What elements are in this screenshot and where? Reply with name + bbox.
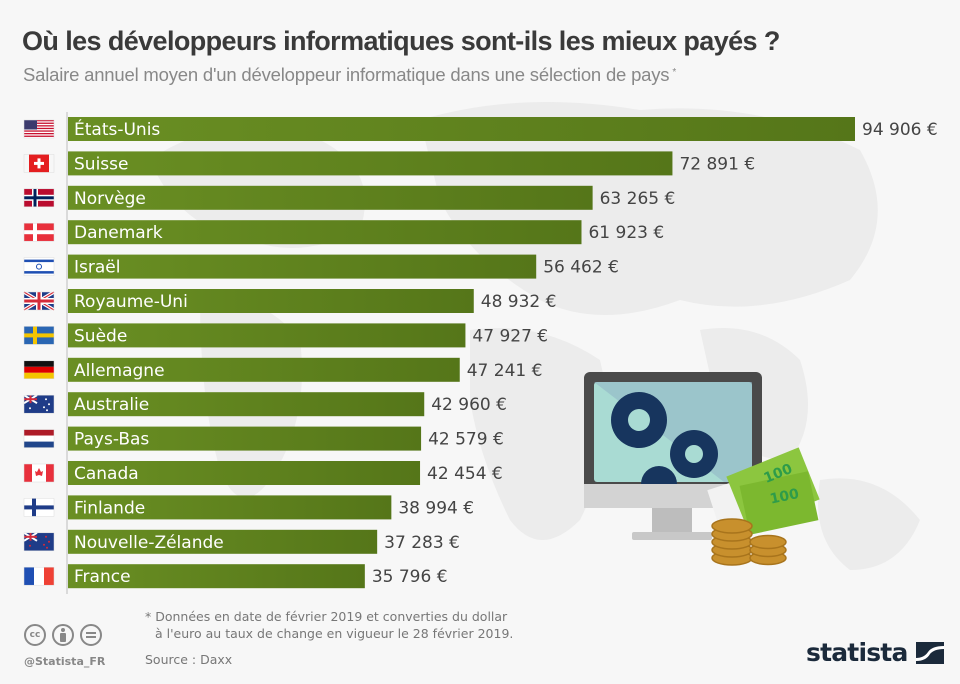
flag-gb-icon: [23, 290, 55, 312]
bar-category-label: France: [74, 567, 131, 587]
bar-value-label: 63 265 €: [600, 189, 676, 209]
bar-value-label: 42 454 €: [427, 464, 503, 484]
bar-row: France 35 796 €: [23, 564, 448, 589]
bar: [68, 220, 582, 245]
bar-row: Australie 42 960 €: [23, 392, 507, 417]
bar-category-label: Israël: [74, 258, 120, 278]
bar: [68, 426, 422, 451]
banknotes-icon: 100 100: [707, 447, 820, 535]
bar-row: Royaume-Uni 48 932 €: [23, 289, 557, 313]
bar: [68, 461, 421, 485]
subtitle-footnote-marker: *: [672, 67, 677, 78]
statista-logo-icon: [915, 641, 944, 664]
bar-category-label: États-Unis: [74, 118, 160, 140]
flag-au-icon: [23, 394, 55, 414]
bar: [68, 117, 855, 141]
flag-il-icon: [23, 257, 55, 276]
bar-row: Pays-Bas 42 579 €: [23, 426, 504, 451]
nd-icon[interactable]: [80, 624, 102, 646]
bar-category-label: Danemark: [74, 223, 163, 243]
bar-value-label: 42 960 €: [431, 395, 507, 415]
bar: [68, 151, 673, 176]
bar-value-label: 37 283 €: [384, 533, 460, 553]
bar-value-label: 94 906 €: [862, 120, 938, 140]
bar-row: Danemark 61 923 €: [23, 220, 664, 245]
flag-de-icon: [23, 360, 55, 380]
bar-category-label: Royaume-Uni: [74, 292, 188, 312]
bar-row: États-Unis 94 906 €: [23, 117, 938, 141]
monitor-base: [632, 532, 712, 540]
bar-value-label: 56 462 €: [543, 258, 619, 278]
flag-se-icon: [23, 326, 55, 345]
chart-title: Où les développeurs informatiques sont-i…: [22, 26, 780, 56]
bar: [68, 564, 365, 589]
bar-row: Suisse 72 891 €: [23, 151, 755, 176]
cc-icon[interactable]: cc: [24, 624, 46, 646]
statista-logo[interactable]: statista: [806, 638, 944, 667]
computer-illustration: 100 100: [584, 372, 820, 566]
bar-category-label: Allemagne: [74, 361, 165, 381]
flag-dk-icon: [23, 222, 55, 242]
bar-category-label: Suède: [74, 326, 127, 346]
subtitle-text: Salaire annuel moyen d'un développeur in…: [23, 64, 670, 85]
bar: [68, 185, 593, 210]
flag-us-icon: [23, 119, 55, 139]
footnote: * Données en date de février 2019 et con…: [145, 608, 513, 642]
flag-nl-icon: [23, 429, 55, 448]
license-icons: cc: [24, 624, 102, 646]
bar-category-label: Australie: [74, 395, 149, 415]
bar: [68, 289, 474, 313]
bar-row: Finlande 38 994 €: [23, 495, 474, 520]
bar: [68, 254, 537, 279]
chart-subtitle: Salaire annuel moyen d'un développeur in…: [23, 64, 676, 86]
flag-no-icon: [23, 188, 55, 208]
bar-value-label: 38 994 €: [398, 498, 474, 518]
bar-value-label: 42 579 €: [428, 430, 504, 450]
bar-category-label: Canada: [74, 464, 139, 484]
bar: [68, 495, 392, 520]
flag-fr-icon: [23, 566, 55, 586]
bar-row: Allemagne 47 241 €: [23, 357, 543, 382]
bar-category-label: Suisse: [74, 154, 128, 174]
flag-nz-icon: [23, 531, 55, 552]
bar: [68, 392, 425, 417]
bar-value-label: 47 927 €: [472, 326, 548, 346]
footnote-line-1: * Données en date de février 2019 et con…: [145, 609, 508, 624]
bar: [68, 529, 378, 554]
statista-wordmark: statista: [806, 638, 908, 667]
flag-fi-icon: [23, 498, 55, 517]
bar-row: Israël 56 462 €: [23, 254, 619, 279]
bar-row: Suède 47 927 €: [23, 323, 548, 348]
monitor-stand: [652, 508, 692, 534]
source-text: Source : Daxx: [145, 652, 233, 667]
bar-row: Norvège 63 265 €: [23, 185, 676, 210]
bar-value-label: 35 796 €: [372, 567, 448, 587]
bar: [68, 357, 460, 382]
bar-row: Nouvelle-Zélande 37 283 €: [23, 529, 460, 554]
flag-ca-icon: [23, 463, 55, 483]
bar-value-label: 72 891 €: [679, 154, 755, 174]
bar-value-label: 61 923 €: [588, 223, 664, 243]
by-icon[interactable]: [52, 624, 74, 646]
coins-icon: [711, 518, 787, 566]
footnote-line-2: à l'euro au taux de change en vigueur le…: [155, 626, 514, 641]
statista-handle[interactable]: @Statista_FR: [24, 655, 106, 668]
bar-row: Canada 42 454 €: [23, 461, 503, 485]
bar-category-label: Nouvelle-Zélande: [74, 533, 224, 553]
bar-category-label: Finlande: [74, 498, 145, 518]
bar-category-label: Pays-Bas: [74, 430, 149, 450]
bar-value-label: 47 241 €: [467, 361, 543, 381]
bar-value-label: 48 932 €: [481, 292, 557, 312]
banknote-denomination-2: 100: [769, 486, 801, 508]
bar: [68, 323, 466, 348]
bar-category-label: Norvège: [74, 189, 146, 209]
flag-ch-icon: [23, 154, 55, 173]
